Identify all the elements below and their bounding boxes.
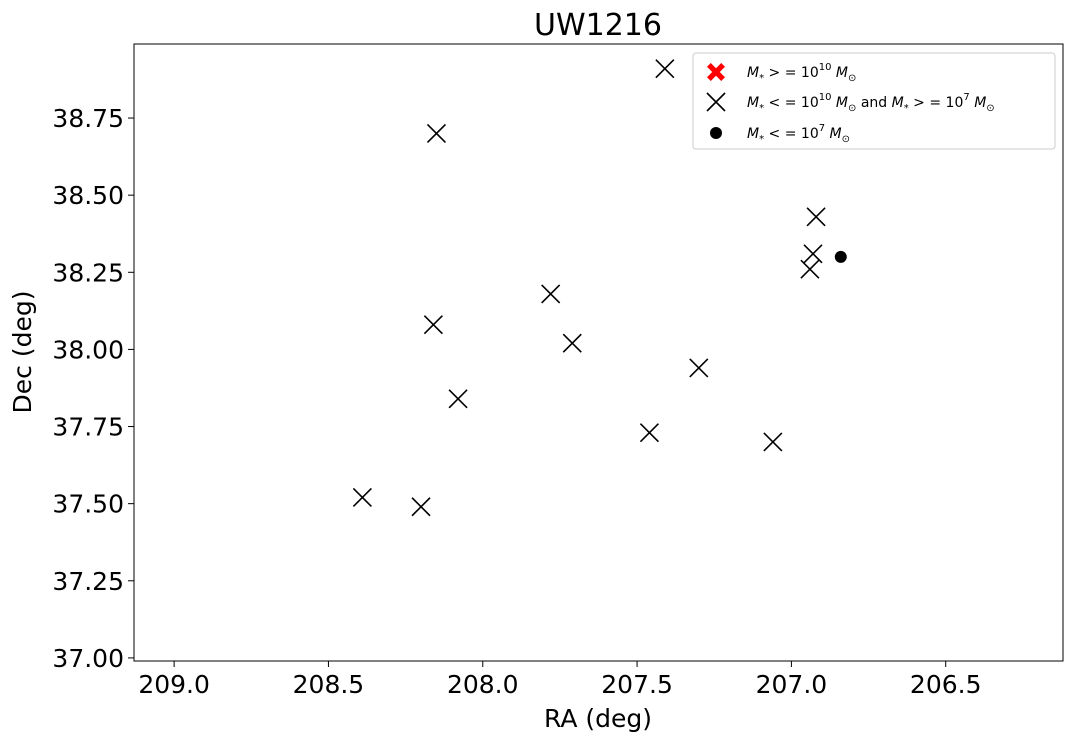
plot-area-frame <box>133 43 1064 662</box>
legend-label: M* > = 1010 M⊙ <box>747 62 856 84</box>
x-marker <box>706 92 726 112</box>
filled-x-marker <box>707 63 725 81</box>
x-marker <box>411 497 431 517</box>
x-marker <box>562 333 582 353</box>
y-tick-label: 37.00 <box>52 644 124 673</box>
x-marker <box>763 432 783 452</box>
y-axis-label: Dec (deg) <box>8 291 37 414</box>
chart-title: UW1216 <box>534 8 662 43</box>
x-marker <box>800 259 820 279</box>
x-axis-label: RA (deg) <box>544 704 652 733</box>
data-points <box>352 59 847 517</box>
x-marker <box>423 315 443 335</box>
x-tick-label: 208.0 <box>447 670 519 699</box>
x-tick-label: 207.5 <box>601 670 673 699</box>
x-marker <box>352 487 372 508</box>
y-tick-label: 38.75 <box>52 104 124 133</box>
y-axis: 37.00 37.25 37.50 37.75 38.00 38.25 38.50 38.75 <box>52 104 134 673</box>
x-marker <box>426 123 447 144</box>
y-tick-label: 38.00 <box>52 335 124 364</box>
y-tick-label: 37.75 <box>52 413 124 442</box>
y-tick-label: 37.50 <box>52 490 124 519</box>
x-marker <box>655 59 675 79</box>
y-tick-label: 38.50 <box>52 181 124 210</box>
legend-label: M* < = 107 M⊙ <box>747 123 850 145</box>
x-marker <box>639 423 659 443</box>
x-marker <box>448 389 468 409</box>
x-marker <box>541 284 561 304</box>
circle-marker <box>834 250 847 263</box>
legend-label: M* < = 1010 M⊙ and M* > = 107 M⊙ <box>747 92 995 114</box>
x-tick-label: 208.5 <box>293 670 365 699</box>
x-tick-label: 206.5 <box>910 670 982 699</box>
legend: M* > = 1010 M⊙ M* < = 1010 M⊙ and M* > = … <box>692 52 1056 150</box>
x-tick-label: 207.0 <box>756 670 828 699</box>
x-marker <box>803 244 823 264</box>
y-tick-label: 38.25 <box>52 258 124 287</box>
x-marker <box>806 207 826 227</box>
x-tick-label: 209.0 <box>138 670 210 699</box>
x-marker <box>689 358 709 378</box>
x-axis: 209.0 208.5 208.0 207.5 207.0 206.5 <box>138 661 982 699</box>
legend-box <box>692 52 1056 150</box>
circle-marker <box>710 127 722 139</box>
y-tick-label: 37.25 <box>52 567 124 596</box>
